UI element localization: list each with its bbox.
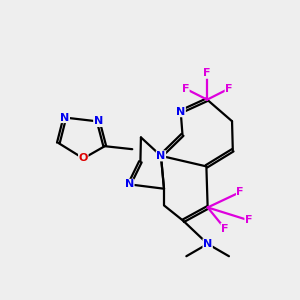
Text: N: N bbox=[156, 151, 166, 161]
Text: N: N bbox=[94, 116, 103, 127]
Text: N: N bbox=[176, 107, 185, 117]
Text: F: F bbox=[221, 224, 229, 233]
Text: F: F bbox=[245, 215, 253, 225]
Text: F: F bbox=[225, 84, 233, 94]
Text: F: F bbox=[203, 68, 211, 78]
Text: F: F bbox=[182, 84, 189, 94]
Text: N: N bbox=[203, 239, 212, 249]
Text: F: F bbox=[236, 187, 244, 197]
Text: N: N bbox=[125, 179, 134, 189]
Text: O: O bbox=[79, 153, 88, 164]
Text: N: N bbox=[60, 112, 69, 122]
